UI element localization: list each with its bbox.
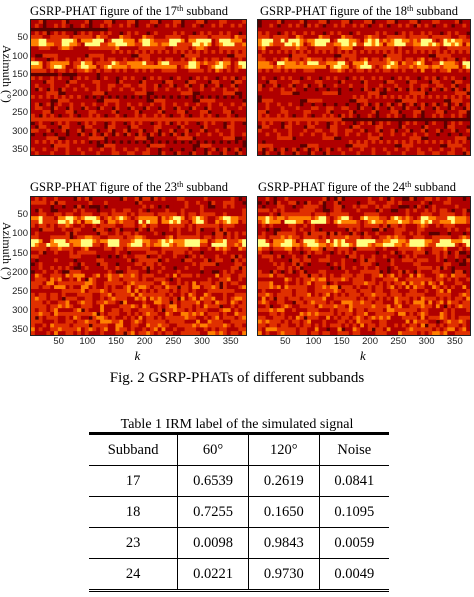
- table-row: 17 0.6539 0.2619 0.0841: [89, 465, 389, 497]
- x-tick-label: 250: [390, 336, 407, 347]
- panel-title: GSRP-PHAT figure of the 23th subband: [30, 180, 228, 194]
- x-tick-label: 150: [333, 336, 350, 347]
- panel-title-sup: th: [405, 180, 412, 189]
- y-tick-label: 300: [12, 125, 28, 137]
- table-cell: 0.1650: [247, 496, 320, 528]
- x-tick-label: 150: [108, 336, 124, 347]
- y-tick-label: 350: [12, 144, 28, 156]
- x-tick-label: 350: [446, 336, 463, 347]
- y-tick-label: 100: [12, 50, 28, 62]
- table-row: 24 0.0221 0.9730 0.0049: [89, 558, 389, 592]
- y-tick-label: 150: [12, 247, 28, 259]
- heatmap: [257, 19, 471, 156]
- x-tick-label: 200: [136, 336, 153, 347]
- y-axis-label: Azimuth (°): [0, 45, 14, 103]
- x-tick-label: 250: [165, 336, 182, 347]
- x-axis-label: k: [134, 348, 141, 363]
- x-tick-label: 50: [279, 336, 291, 347]
- table-cell: 23: [89, 527, 178, 559]
- table-cell: 0.0059: [318, 527, 389, 559]
- table-cell: 24: [89, 558, 178, 592]
- y-tick-label: 250: [12, 285, 28, 297]
- heatmap-canvas: [258, 20, 470, 155]
- panel-title-sup: th: [407, 4, 414, 13]
- panel-title-sup: th: [177, 180, 184, 189]
- table-header-row: Subband 60° 120° Noise: [89, 432, 389, 466]
- y-tick-label: 300: [12, 305, 28, 316]
- y-tick-label: 200: [12, 88, 28, 99]
- table-cell: 17: [89, 465, 178, 497]
- heatmap-canvas: [31, 197, 246, 335]
- panel-title-text: subband: [411, 180, 457, 194]
- panel-title-text: GSRP-PHAT figure of the 18: [260, 4, 407, 18]
- heatmap-canvas: [258, 197, 470, 335]
- panel-title-text: subband: [183, 180, 229, 194]
- table-cell: 0.0098: [177, 527, 249, 559]
- header-noise: Noise: [318, 432, 389, 466]
- header-120: 120°: [247, 432, 320, 466]
- y-tick-label: 100: [12, 228, 28, 240]
- y-tick-label: 250: [12, 106, 28, 118]
- panel-title-text: GSRP-PHAT figure of the 23: [30, 180, 177, 194]
- panel-title-text: GSRP-PHAT figure of the 17: [30, 4, 177, 18]
- table-cell: 0.6539: [177, 465, 249, 497]
- x-tick-label: 200: [362, 336, 378, 347]
- y-tick-label: 50: [17, 31, 28, 43]
- table-cell: 0.0049: [318, 558, 389, 592]
- panel-title-text: GSRP-PHAT figure of the 24: [258, 180, 405, 194]
- panel-title: GSRP-PHAT figure of the 17th subband: [30, 4, 228, 18]
- table-cell: 0.1095: [318, 496, 389, 528]
- heatmap-canvas: [31, 20, 246, 155]
- table-row: 18 0.7255 0.1650 0.1095: [89, 496, 389, 528]
- x-tick-label: 100: [305, 336, 322, 347]
- heatmap: [30, 19, 247, 156]
- x-tick-label: 350: [222, 336, 239, 347]
- panel-title: GSRP-PHAT figure of the 24th subband: [258, 180, 456, 194]
- y-tick-label: 350: [12, 324, 28, 336]
- heatmap: [257, 196, 471, 336]
- y-axis-label: Azimuth (°): [0, 222, 14, 280]
- table-cell: 0.2619: [247, 465, 320, 497]
- figure-caption: Fig. 2 GSRP-PHATs of different subbands: [109, 370, 365, 386]
- table-cell: 0.0841: [318, 465, 389, 497]
- table-cell: 0.0221: [177, 558, 249, 592]
- heatmap: [30, 196, 247, 336]
- y-tick-label: 150: [12, 69, 28, 81]
- x-tick-label: 100: [79, 336, 96, 347]
- table-cell: 0.9843: [247, 527, 320, 559]
- y-tick-label: 200: [12, 266, 28, 278]
- x-tick-label: 300: [418, 336, 435, 347]
- x-axis-label: k: [360, 348, 366, 363]
- panel-title: GSRP-PHAT figure of the 18th subband: [260, 4, 458, 18]
- header-subband: Subband: [89, 432, 178, 466]
- panel-title-text: subband: [413, 4, 459, 18]
- header-60: 60°: [177, 432, 249, 466]
- table-cell: 18: [89, 496, 178, 528]
- table-cell: 0.7255: [177, 496, 249, 528]
- irm-table: Subband 60° 120° Noise 17 0.6539 0.2619 …: [89, 432, 389, 592]
- table-row: 23 0.0098 0.9843 0.0059: [89, 527, 389, 559]
- x-tick-label: 50: [53, 336, 64, 347]
- y-tick-label: 50: [17, 209, 28, 221]
- panel-title-sup: th: [177, 4, 184, 13]
- x-tick-label: 300: [194, 336, 210, 347]
- panel-title-text: subband: [183, 4, 229, 18]
- table-cell: 0.9730: [247, 558, 320, 592]
- table-caption: Table 1 IRM label of the simulated signa…: [120, 417, 354, 432]
